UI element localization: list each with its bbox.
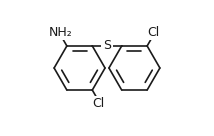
- Text: Cl: Cl: [92, 97, 104, 110]
- Text: NH₂: NH₂: [49, 26, 73, 39]
- Text: Cl: Cl: [147, 26, 159, 39]
- Text: S: S: [103, 39, 111, 52]
